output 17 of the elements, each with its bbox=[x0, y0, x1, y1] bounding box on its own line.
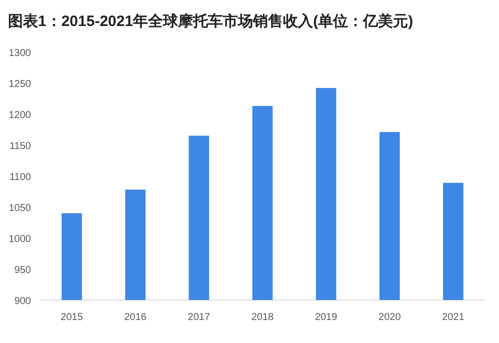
y-tick-label: 950 bbox=[14, 265, 32, 276]
y-tick-label: 900 bbox=[14, 296, 32, 307]
chart-title: 图表1：2015-2021年全球摩托车市场销售收入(单位：亿美元) bbox=[8, 12, 414, 30]
x-tick-label: 2016 bbox=[124, 312, 147, 323]
x-tick-label: 2020 bbox=[378, 312, 402, 323]
y-tick-label: 1200 bbox=[8, 110, 32, 121]
x-tick-label: 2019 bbox=[314, 312, 338, 323]
y-tick-label: 1300 bbox=[8, 48, 32, 59]
x-tick-label: 2017 bbox=[188, 312, 210, 323]
y-tick-label: 1100 bbox=[9, 172, 32, 183]
y-tick-label: 1050 bbox=[8, 203, 32, 214]
y-tick-label: 1150 bbox=[9, 141, 32, 152]
y-tick-label: 1250 bbox=[8, 79, 32, 90]
y-tick-label: 1000 bbox=[8, 234, 32, 245]
x-tick-label: 2021 bbox=[442, 312, 465, 323]
x-tick-label: 2018 bbox=[251, 312, 274, 323]
x-tick-label: 2015 bbox=[60, 312, 84, 323]
